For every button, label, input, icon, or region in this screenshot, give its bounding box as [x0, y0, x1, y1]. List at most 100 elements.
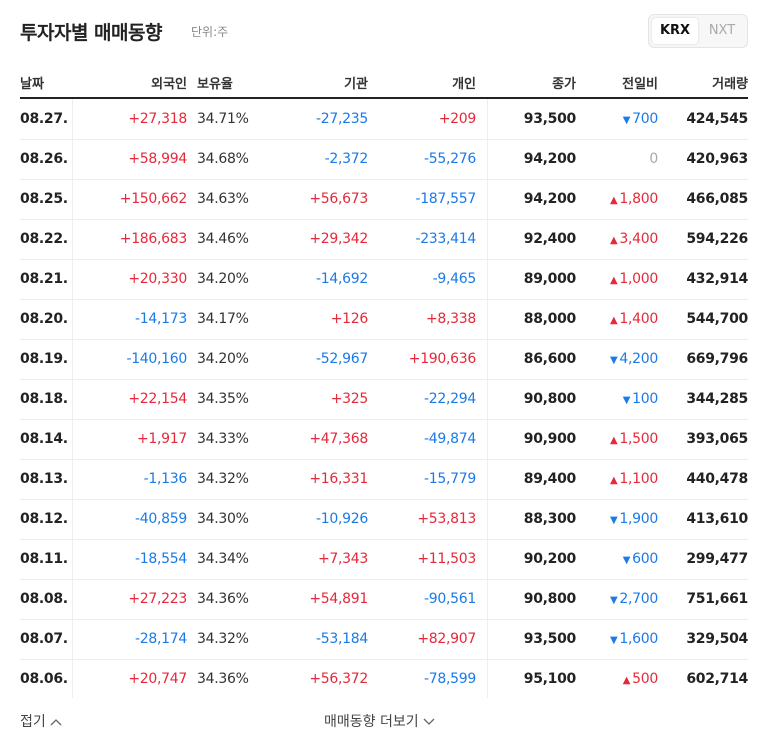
column-header: 개인 [452, 77, 476, 92]
cell: +150,662 [119, 191, 188, 207]
cell: +8,338 [425, 311, 476, 327]
cell: 602,714 [686, 671, 748, 687]
more-button[interactable]: 매매동향 더보기 [324, 711, 435, 731]
cell: 86,600 [523, 351, 577, 367]
change-arrow: ▲ [610, 475, 618, 486]
cell: 34.33% [197, 431, 249, 447]
cell: ▲ 1,100 [610, 459, 658, 499]
cell: +56,372 [309, 671, 368, 687]
change-value: 1,500 [619, 431, 658, 447]
row-rule [20, 579, 748, 580]
cell: -14,173 [135, 311, 187, 327]
change-value: 2,700 [619, 591, 658, 607]
column-header: 보유율 [197, 77, 233, 92]
cell: +20,330 [128, 271, 187, 287]
cell: 08.19. [20, 351, 68, 367]
cell: 08.22. [20, 231, 68, 247]
cell: 08.20. [20, 311, 68, 327]
cell: -27,235 [316, 111, 368, 127]
change-value: 1,000 [619, 271, 658, 287]
cell: 08.27. [20, 111, 68, 127]
change-value: 1,100 [619, 471, 658, 487]
tab-krx[interactable]: KRX [652, 18, 698, 44]
cell: +27,318 [128, 111, 187, 127]
row-rule [20, 339, 748, 340]
cell: -1,136 [143, 471, 188, 487]
cell: +16,331 [309, 471, 368, 487]
cell: 34.68% [197, 151, 249, 167]
cell: +20,747 [128, 671, 187, 687]
cell: +56,673 [309, 191, 368, 207]
cell: -55,276 [424, 151, 476, 167]
cell: 432,914 [686, 271, 748, 287]
cell: 34.20% [197, 351, 249, 367]
cell: 544,700 [686, 311, 748, 327]
cell: +126 [330, 311, 369, 327]
more-label: 매매동향 더보기 [324, 714, 419, 730]
column-header: 전일비 [622, 77, 658, 92]
change-value: 1,900 [619, 511, 658, 527]
change-value: 700 [632, 111, 658, 127]
cell: 751,661 [686, 591, 748, 607]
change-value: 600 [632, 551, 658, 567]
change-value: 100 [632, 391, 658, 407]
change-arrow: ▲ [622, 675, 631, 686]
collapse-label: 접기 [20, 714, 46, 730]
row-rule [20, 499, 748, 500]
cell: 90,200 [523, 551, 577, 567]
cell: 34.35% [197, 391, 249, 407]
row-rule [20, 139, 748, 140]
cell: -14,692 [316, 271, 368, 287]
change-arrow: ▼ [610, 635, 618, 646]
row-rule [20, 179, 748, 180]
market-tabs: KRX NXT [648, 14, 748, 48]
cell: -9,465 [432, 271, 477, 287]
cell: -15,779 [424, 471, 476, 487]
cell: 90,800 [523, 391, 577, 407]
cell: 34.17% [197, 311, 249, 327]
cell: 34.34% [197, 551, 249, 567]
cell: 424,545 [686, 111, 748, 127]
cell: +53,813 [417, 511, 476, 527]
change-value: 1,800 [619, 191, 658, 207]
cell: 90,800 [523, 591, 577, 607]
cell: 420,963 [686, 151, 748, 167]
cell: +186,683 [119, 231, 188, 247]
change-arrow: ▲ [610, 435, 618, 446]
cell: -40,859 [135, 511, 187, 527]
cell: +29,342 [309, 231, 368, 247]
change-arrow: ▼ [622, 555, 631, 566]
change-value: 1,400 [619, 311, 658, 327]
cell: -18,554 [135, 551, 187, 567]
cell: ▲ 3,400 [610, 219, 658, 259]
cell: +325 [330, 391, 369, 407]
cell: 34.36% [197, 591, 249, 607]
cell: 34.32% [197, 471, 249, 487]
cell: 34.20% [197, 271, 249, 287]
change-value: 1,600 [619, 631, 658, 647]
row-rule [20, 219, 748, 220]
cell: 466,085 [686, 191, 748, 207]
cell: -78,599 [424, 671, 476, 687]
cell: 0 [649, 151, 658, 167]
cell: 08.21. [20, 271, 68, 287]
tab-nxt[interactable]: NXT [708, 23, 736, 38]
cell: -28,174 [135, 631, 187, 647]
cell: ▼ 100 [623, 379, 659, 419]
cell: +54,891 [309, 591, 368, 607]
change-value: 500 [632, 671, 658, 687]
cell: 344,285 [686, 391, 748, 407]
cell: 08.12. [20, 511, 68, 527]
cell: 08.06. [20, 671, 68, 687]
row-rule [20, 419, 748, 420]
change-arrow: ▲ [610, 275, 618, 286]
row-rule [20, 259, 748, 260]
collapse-button[interactable]: 접기 [20, 711, 62, 731]
cell: ▼ 600 [622, 539, 659, 579]
cell: ▲ 1,500 [610, 419, 658, 459]
cell: 669,796 [686, 351, 748, 367]
cell: 08.26. [20, 151, 68, 167]
cell: 94,200 [523, 151, 577, 167]
cell: -49,874 [424, 431, 476, 447]
